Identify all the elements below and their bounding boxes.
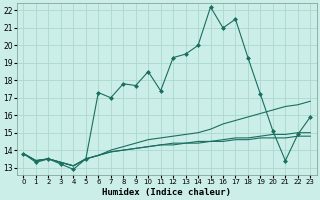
X-axis label: Humidex (Indice chaleur): Humidex (Indice chaleur) [102,188,231,197]
